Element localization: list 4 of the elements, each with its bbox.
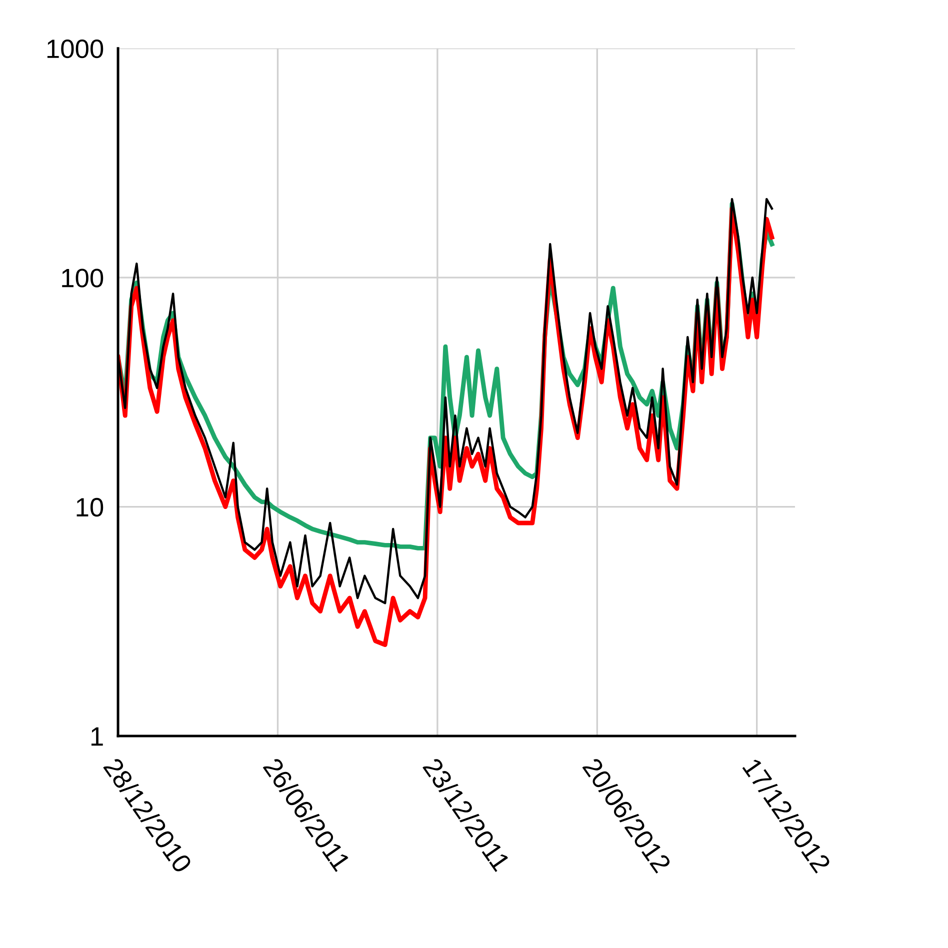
y-tick-label: 100 bbox=[62, 268, 104, 288]
y-tick-label: 10 bbox=[76, 498, 104, 517]
y-tick-label: 1 bbox=[91, 727, 103, 746]
y-tick-label: 1000 bbox=[47, 39, 104, 58]
